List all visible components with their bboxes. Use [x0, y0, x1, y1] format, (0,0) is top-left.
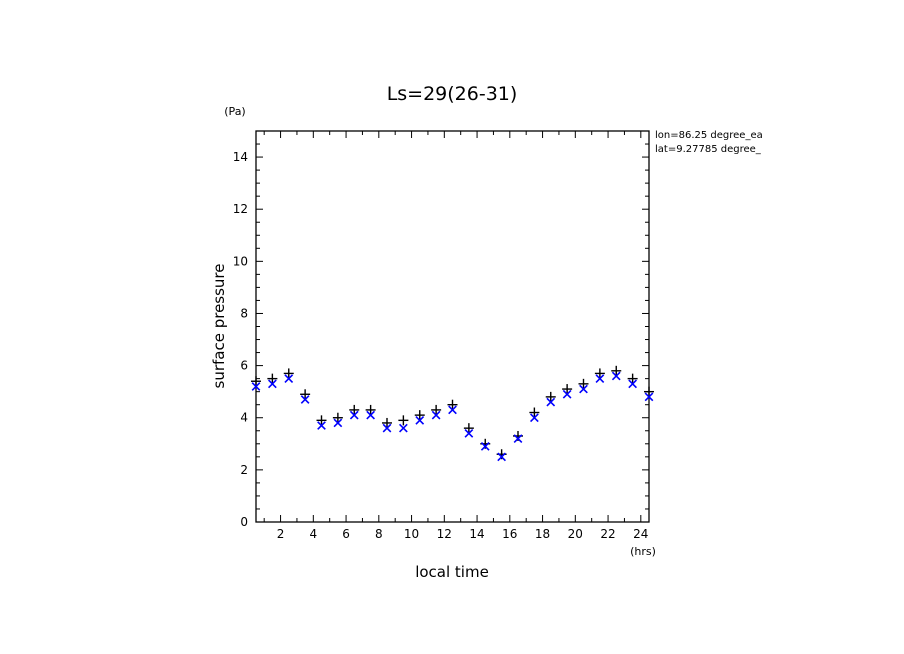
x-marker [562, 389, 572, 399]
plot-frame [255, 130, 650, 523]
x-tick-label: 8 [375, 527, 383, 541]
x-tick-label: 14 [469, 527, 484, 541]
plus-marker [594, 368, 605, 379]
x-marker [317, 421, 326, 430]
x-tick-label: 6 [342, 527, 350, 541]
plus-marker [382, 417, 392, 428]
plus-marker [283, 368, 294, 379]
plus-marker [300, 389, 311, 400]
x-tick-label: 12 [437, 527, 452, 541]
y-tick-label: 14 [233, 150, 248, 164]
x-tick-label: 24 [633, 527, 648, 541]
x-tick-label: 10 [404, 527, 419, 541]
y-unit-label: (Pa) [224, 105, 245, 118]
y-tick-label: 4 [240, 411, 248, 425]
x-marker [628, 379, 637, 389]
plus-marker [529, 407, 540, 418]
x-marker [366, 410, 375, 420]
x-marker [595, 374, 605, 383]
x-marker [611, 371, 621, 381]
x-marker [579, 384, 588, 394]
plus-marker [644, 386, 654, 397]
x-tick-label: 18 [535, 527, 550, 541]
y-axis-label: surface pressure [210, 264, 228, 389]
plus-marker [349, 404, 360, 415]
longitude-annotation: lon=86.25 degree_ea [655, 130, 763, 141]
plus-marker [316, 415, 327, 426]
data-markers [251, 365, 654, 462]
x-marker [399, 423, 408, 433]
x-marker [431, 410, 441, 420]
x-marker [268, 379, 277, 389]
x-tick-label: 22 [600, 527, 615, 541]
x-marker [644, 392, 654, 402]
y-tick-label: 10 [233, 254, 248, 268]
plus-marker [562, 384, 573, 395]
plus-marker [332, 412, 343, 423]
x-axis-label: local time [415, 563, 489, 581]
latitude-annotation: lat=9.27785 degree_ [655, 144, 762, 155]
x-marker [513, 434, 523, 443]
plus-marker [251, 376, 261, 387]
chart-title: Ls=29(26-31) [387, 83, 518, 105]
x-marker [333, 418, 343, 428]
x-tick-label: 4 [309, 527, 317, 541]
plus-marker [545, 391, 556, 402]
x-tick-label: 2 [277, 527, 285, 541]
x-unit-label: (hrs) [630, 545, 656, 558]
x-marker [382, 423, 392, 433]
y-tick-label: 0 [240, 515, 248, 529]
x-marker [251, 382, 261, 391]
plus-marker [414, 410, 425, 421]
plus-marker [611, 365, 622, 376]
x-marker [349, 410, 359, 420]
x-marker [448, 405, 457, 415]
x-marker [546, 397, 556, 407]
plus-marker [431, 404, 442, 415]
x-marker [415, 415, 425, 425]
plus-marker [463, 423, 474, 434]
plus-marker [627, 373, 638, 384]
x-marker [497, 452, 506, 462]
x-tick-label: 16 [502, 527, 517, 541]
x-marker [464, 429, 474, 438]
plus-marker [365, 404, 376, 415]
plus-marker [578, 378, 589, 389]
y-tick-label: 6 [240, 359, 248, 373]
y-tick-label: 2 [240, 463, 248, 477]
x-marker [284, 374, 294, 383]
x-tick-label: 20 [568, 527, 583, 541]
plus-marker [447, 399, 458, 410]
y-tick-label: 8 [240, 306, 248, 320]
x-marker [480, 442, 490, 451]
x-marker [300, 395, 310, 404]
plus-marker [398, 415, 409, 426]
x-marker [530, 413, 539, 423]
plus-marker [267, 373, 278, 384]
y-tick-label: 12 [233, 202, 248, 216]
